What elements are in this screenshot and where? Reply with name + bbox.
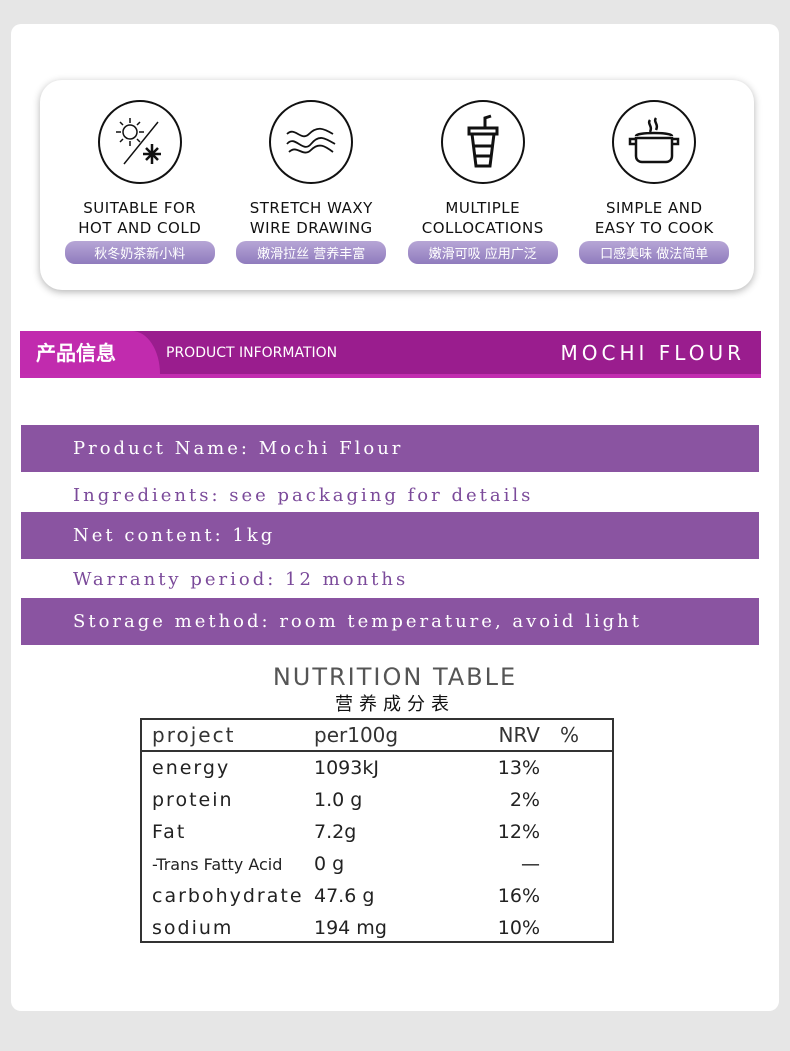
section-title-cn: 产品信息 xyxy=(20,331,160,374)
info-net-content: Net content: 1kg xyxy=(21,512,759,559)
nutrient-name: -Trans Fatty Acid xyxy=(152,854,283,874)
nutrition-table: project per100g NRV % energy 1093kJ 13% pro… xyxy=(140,718,614,943)
sun-snowflake-icon xyxy=(97,100,182,184)
nutrient-amount: 1.0 g xyxy=(314,789,363,811)
nutrient-nrv: 13% xyxy=(497,757,540,779)
feature-title: SUITABLE FOR xyxy=(83,199,197,217)
nutrient-nrv: 12% xyxy=(497,821,540,843)
product-label: MOCHI FLOUR xyxy=(560,341,745,365)
nutrient-amount: 194 mg xyxy=(314,917,387,939)
cooking-pot-icon xyxy=(612,100,697,184)
feature-collocations: MULTIPLE COLLOCATIONS 嫩滑可吸 应用广泛 xyxy=(398,80,568,290)
nutrient-name: energy xyxy=(152,757,231,779)
table-row: energy 1093kJ 13% xyxy=(142,752,612,784)
section-header: 产品信息 PRODUCT INFORMATION MOCHI FLOUR xyxy=(20,331,761,378)
drink-cup-icon xyxy=(440,100,525,184)
table-row: carbohydrate 47.6 g 16% xyxy=(142,880,612,912)
nutrient-name: protein xyxy=(152,789,234,811)
table-row: sodium 194 mg 10% xyxy=(142,912,612,944)
feature-title: EASY TO COOK xyxy=(594,219,714,237)
feature-tag: 秋冬奶茶新小料 xyxy=(64,241,215,264)
feature-tag: 嫩滑可吸 应用广泛 xyxy=(407,241,558,264)
nutrient-nrv: 10% xyxy=(497,917,540,939)
nutrient-nrv: 2% xyxy=(509,789,540,811)
table-row: protein 1.0 g 2% xyxy=(142,784,612,816)
feature-title: SIMPLE AND xyxy=(605,199,703,217)
nutrition-title-cn: 营养成分表 xyxy=(335,694,455,715)
header-percent: % xyxy=(560,723,580,747)
nutrient-name: carbohydrate xyxy=(152,885,304,907)
nutrient-amount: 0 g xyxy=(314,853,345,875)
feature-title: COLLOCATIONS xyxy=(421,219,544,237)
feature-title: MULTIPLE xyxy=(445,199,521,217)
feature-title: STRETCH WAXY xyxy=(249,199,373,217)
feature-hot-cold: SUITABLE FOR HOT AND COLD 秋冬奶茶新小料 xyxy=(55,80,225,290)
feature-tag: 口感美味 做法简单 xyxy=(579,241,730,264)
nutrient-name: sodium xyxy=(152,917,234,939)
table-row: Fat 7.2g 12% xyxy=(142,816,612,848)
section-title-en: PRODUCT INFORMATION xyxy=(166,345,338,361)
nutrient-amount: 47.6 g xyxy=(314,885,375,907)
feature-easy-cook: SIMPLE AND EASY TO COOK 口感美味 做法简单 xyxy=(569,80,739,290)
header-project: project xyxy=(152,723,236,747)
feature-title: WIRE DRAWING xyxy=(249,219,373,237)
table-header: project per100g NRV % xyxy=(142,720,612,752)
nutrient-amount: 1093kJ xyxy=(314,757,379,779)
nutrient-nrv: 16% xyxy=(497,885,540,907)
features-panel: SUITABLE FOR HOT AND COLD 秋冬奶茶新小料 STRETC… xyxy=(40,80,754,290)
nutrient-amount: 7.2g xyxy=(314,821,357,843)
table-body: energy 1093kJ 13% protein 1.0 g 2% Fat 7.2g 12% -… xyxy=(142,752,612,944)
header-nrv: NRV xyxy=(498,723,540,747)
info-storage: Storage method: room temperature, avoid … xyxy=(21,598,759,645)
feature-tag: 嫩滑拉丝 营养丰富 xyxy=(236,241,387,264)
info-product-name: Product Name: Mochi Flour xyxy=(21,425,759,472)
nutrient-nrv: — xyxy=(521,853,540,875)
feature-title: HOT AND COLD xyxy=(78,219,202,237)
feature-stretch: STRETCH WAXY WIRE DRAWING 嫩滑拉丝 营养丰富 xyxy=(226,80,396,290)
waves-icon xyxy=(269,100,354,184)
header-per100g: per100g xyxy=(314,723,399,747)
info-warranty: Warranty period: 12 months xyxy=(73,569,409,590)
nutrient-name: Fat xyxy=(152,821,187,843)
info-ingredients: Ingredients: see packaging for details xyxy=(73,485,534,506)
table-row: -Trans Fatty Acid 0 g — xyxy=(142,848,612,880)
nutrition-title-en: NUTRITION TABLE xyxy=(272,663,518,691)
